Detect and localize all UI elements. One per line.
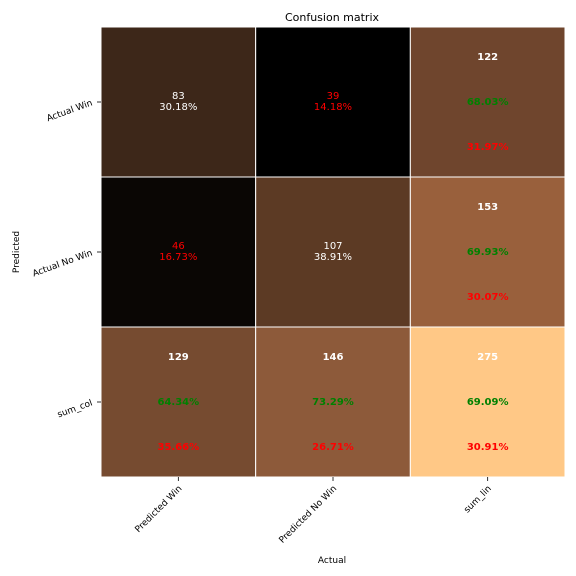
y-tick-label: Actual Win (46, 98, 94, 124)
chart-title: Confusion matrix (285, 11, 380, 24)
x-tick-label: Predicted No Win (278, 484, 340, 546)
cell-label: 30.18% (159, 102, 197, 113)
heatmap-cell (255, 176, 411, 328)
heatmap-cell (409, 176, 566, 328)
cell-label: 122 (477, 52, 498, 63)
cell-label: 146 (323, 352, 344, 363)
cell-label: 46 (172, 241, 185, 252)
x-axis-ticks: Predicted Win Predicted No Win sum_lin (134, 477, 494, 546)
cell-label: 30.07% (467, 292, 509, 303)
cell-label: 83 (172, 91, 185, 102)
cell-label: 129 (168, 352, 189, 363)
cell-label: 73.29% (312, 397, 354, 408)
y-tick-label: Actual No Win (31, 248, 94, 279)
cell-label: 38.91% (314, 252, 352, 263)
heatmap-cell (100, 176, 257, 328)
cell-label: 35.66% (158, 442, 200, 453)
x-tick-label: sum_lin (462, 484, 493, 515)
cell-label: 64.34% (158, 397, 200, 408)
cell-label: 16.73% (159, 252, 197, 263)
cell-label: 39 (327, 91, 340, 102)
cell-label: 69.09% (467, 397, 509, 408)
cell-label: 107 (323, 241, 342, 252)
heatmap-cell (255, 326, 411, 478)
cell-label: 26.71% (312, 442, 354, 453)
y-axis-label: Predicted (12, 231, 22, 273)
heatmap-cell (100, 26, 257, 178)
heatmap-cell (255, 26, 411, 178)
cell-label: 153 (477, 202, 498, 213)
cell-label: 275 (477, 352, 498, 363)
heatmap-cell (100, 326, 257, 478)
cell-label: 30.91% (467, 442, 509, 453)
y-axis-ticks: Actual Win Actual No Win sum_col (31, 98, 101, 420)
cell-label: 69.93% (467, 247, 509, 258)
cell-label: 68.03% (467, 97, 509, 108)
cell-label: 31.97% (467, 142, 509, 153)
cell-label: 14.18% (314, 102, 352, 113)
y-tick-label: sum_col (56, 398, 94, 420)
x-axis-label: Actual (318, 556, 346, 566)
x-tick-label: Predicted Win (134, 484, 185, 535)
